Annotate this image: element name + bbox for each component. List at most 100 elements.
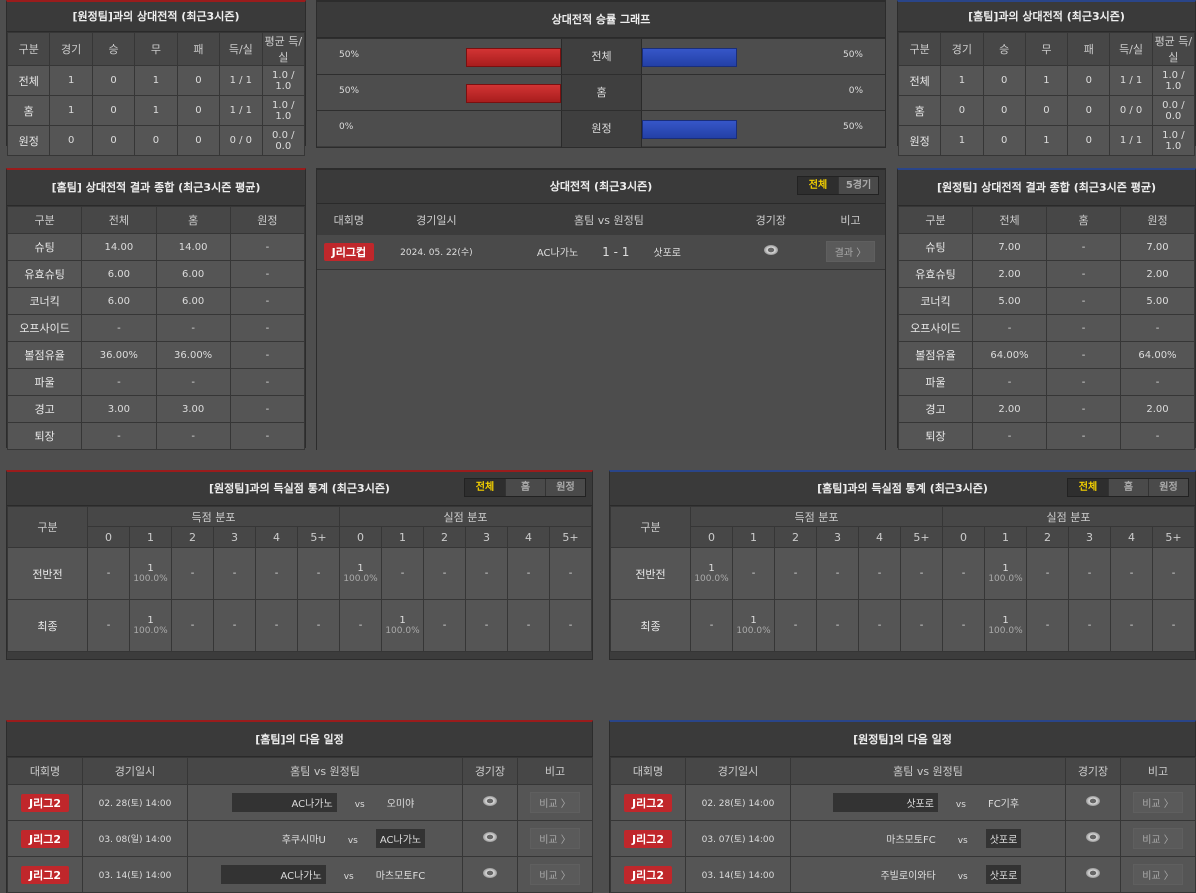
bucket-header: 0 [87, 526, 130, 548]
bucket-header: 0 [339, 526, 382, 548]
count: - [484, 568, 489, 579]
table-row: 전반전 -1 100.0% - - - -1 100.0% - - - - - [7, 547, 592, 600]
league-badge: J리그2 [21, 793, 69, 812]
compare-button[interactable]: 비교 〉 [1133, 828, 1183, 849]
cell: J리그2 [7, 820, 83, 857]
tab-all[interactable]: 전체 [798, 177, 838, 194]
bucket-header-row: 0 1 2 3 4 5+ 0 1 2 3 4 5+ [611, 526, 1195, 548]
cell: 삿포로 vs FC기후 [790, 784, 1066, 821]
cell: 결과 〉 [815, 235, 885, 270]
tab-0[interactable]: 전체 [1068, 479, 1108, 496]
result-button[interactable]: 결과 〉 [825, 241, 876, 263]
table-row: 코너킥 5.00-5.00 [898, 287, 1195, 315]
panel-title: [원정팀]과의 득실점 통계 (최근3시즌) 전체 홈 원정 [7, 472, 592, 506]
cell: J리그컵 [317, 235, 381, 270]
cell-value: - [171, 599, 214, 652]
column-header: 경기장 [725, 204, 816, 235]
cell-value: 7.00 [972, 233, 1047, 261]
table-row: 오프사이드 - - - [898, 314, 1195, 342]
stadium-icon[interactable] [483, 832, 497, 842]
stadium-icon[interactable] [483, 868, 497, 878]
tab-1[interactable]: 홈 [1108, 479, 1148, 496]
cell-value: - [1152, 547, 1195, 600]
cell-value: 0.0 / 0.0 [1151, 95, 1196, 126]
goal-tabs: 전체 홈 원정 [464, 478, 586, 497]
cell-value: 0 [91, 125, 136, 156]
panel-title: [홈팀]의 다음 일정 [7, 722, 592, 757]
stadium-icon[interactable] [1086, 832, 1100, 842]
column-header: 홈팀 vs 원정팀 [492, 204, 726, 235]
stadium-icon[interactable] [763, 245, 778, 256]
count: - [793, 568, 798, 579]
column-header: 대회명 [610, 757, 686, 785]
cell: 비교 〉 [1120, 820, 1196, 857]
tab-1[interactable]: 홈 [505, 479, 545, 496]
compare-button[interactable]: 비교 〉 [530, 864, 580, 885]
cell-value: 1 100.0% [129, 599, 172, 652]
cell-value: 1 [49, 65, 93, 96]
table-row: 경고 3.00 3.00- [6, 395, 306, 423]
compare-button[interactable]: 비교 〉 [1133, 864, 1183, 885]
cell-value: - [1152, 599, 1195, 652]
cell: J리그2 [610, 820, 686, 857]
stadium-icon[interactable] [1086, 868, 1100, 878]
count: 1 [1002, 615, 1009, 626]
cell-value: 1 100.0% [690, 547, 733, 600]
cell-value: 0 [134, 125, 178, 156]
bucket-header: 5+ [1152, 526, 1195, 548]
cell-value: - [816, 599, 859, 652]
away-rate: 50% [842, 122, 863, 132]
cell-value: - [1120, 422, 1195, 450]
cell-value: 0 / 0 [1109, 95, 1153, 126]
row-label: 홈 [897, 95, 942, 126]
count: 1 [147, 563, 154, 574]
row-label: 오프사이드 [898, 314, 973, 342]
away-team: 오미야 [386, 799, 415, 810]
bucket-header: 1 [129, 526, 172, 548]
compare-button[interactable]: 비교 〉 [1133, 792, 1183, 813]
league-badge: J리그2 [21, 865, 69, 884]
cell-value: - [507, 547, 550, 600]
column-header: 무 [1024, 32, 1069, 66]
row-label: 볼점유율 [6, 341, 83, 369]
table-row: 유효슈팅 2.00-2.00 [898, 260, 1195, 288]
count: - [1129, 620, 1134, 631]
cell-value: - [1068, 547, 1111, 600]
match-row: J리그컵 2024. 05. 22(수) AC나가노 1 - 1 삿포로 결과 〉 [317, 235, 885, 270]
cell: J리그2 [610, 856, 686, 893]
bucket-header: 2 [1026, 526, 1069, 548]
bucket-header: 1 [984, 526, 1027, 548]
table-row: 경고 2.00-2.00 [898, 395, 1195, 423]
away-team: FC기후 [987, 799, 1020, 810]
compare-button[interactable]: 비교 〉 [530, 828, 580, 849]
stats-table: 구분 전체 홈 원정 슈팅 14.00 14.00- 유효슈팅 6.00 6.00- 코너킥 6.00… [6, 206, 306, 450]
tab-0[interactable]: 전체 [465, 479, 505, 496]
cell-value: - [81, 422, 157, 450]
column-header: 구분 [898, 206, 973, 234]
tab-2[interactable]: 원정 [1148, 479, 1188, 496]
compare-button[interactable]: 비교 〉 [530, 792, 580, 813]
cell-value: - [81, 314, 157, 342]
column-header: 경기일시 [685, 757, 791, 785]
bucket-header: 0 [690, 526, 733, 548]
cell-value: - [972, 422, 1047, 450]
cell-value: 1 100.0% [381, 599, 424, 652]
header-row: 대회명 경기일시 홈팀 vs 원정팀 경기장 비고 [7, 757, 593, 785]
stadium-icon[interactable] [1086, 796, 1100, 806]
cell: 후쿠시마U vs AC나가노 [187, 820, 463, 857]
cell-value: - [942, 599, 985, 652]
vs-label: vs [955, 800, 966, 810]
stadium-icon[interactable] [483, 796, 497, 806]
table-row: 코너킥 6.00 6.00- [6, 287, 306, 315]
cell: 비교 〉 [1120, 856, 1196, 893]
bucket-header: 1 [381, 526, 424, 548]
bucket-header: 5+ [549, 526, 592, 548]
tab-2[interactable]: 원정 [545, 479, 585, 496]
cell-value: 36.00% [81, 341, 157, 369]
count: - [568, 568, 573, 579]
tab-5-games[interactable]: 5경기 [838, 177, 878, 194]
cell-value: 1.0 / 1.0 [261, 65, 306, 96]
home-team: AC나가노 [536, 248, 579, 260]
cell-value: 1 [1024, 125, 1069, 156]
